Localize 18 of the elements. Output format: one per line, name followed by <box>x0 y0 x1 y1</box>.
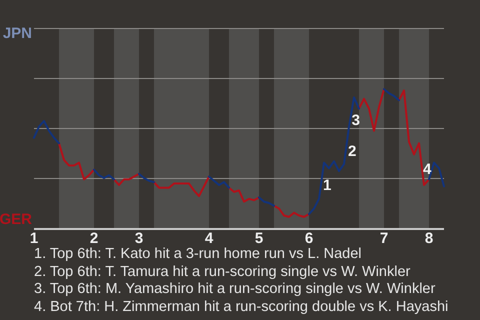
x-tick-label: 3 <box>134 230 144 248</box>
x-tick-label: 4 <box>204 230 214 248</box>
annotation: 3 <box>352 112 360 130</box>
x-tick-label: 1 <box>30 230 38 248</box>
text: JPN <box>2 25 32 42</box>
annotation: 4 <box>423 161 432 178</box>
text: 3. Top 6th: M. Yamashiro hit a run-scoring single vs W. Winkler <box>34 281 436 298</box>
text: 2. Top 6th: T. Tamura hit a run-scoring single vs W. Winkler <box>34 264 412 281</box>
annotation: 1 <box>322 177 332 194</box>
text: 1. Top 6th: T. Kato hit a 3-run home run vs L. Nadel <box>34 246 363 264</box>
text: GER <box>0 211 32 228</box>
text: 4. Bot 7th: H. Zimmerman hit a run-scoring double vs K. Hayashi <box>34 298 448 316</box>
x-tick-label: 8 <box>424 230 434 248</box>
x-tick-label: 5 <box>254 230 264 248</box>
x-tick-label: 6 <box>304 230 314 248</box>
annotation: 2 <box>348 143 356 160</box>
x-tick-label: 2 <box>90 230 98 248</box>
x-tick-label: 7 <box>380 230 388 248</box>
